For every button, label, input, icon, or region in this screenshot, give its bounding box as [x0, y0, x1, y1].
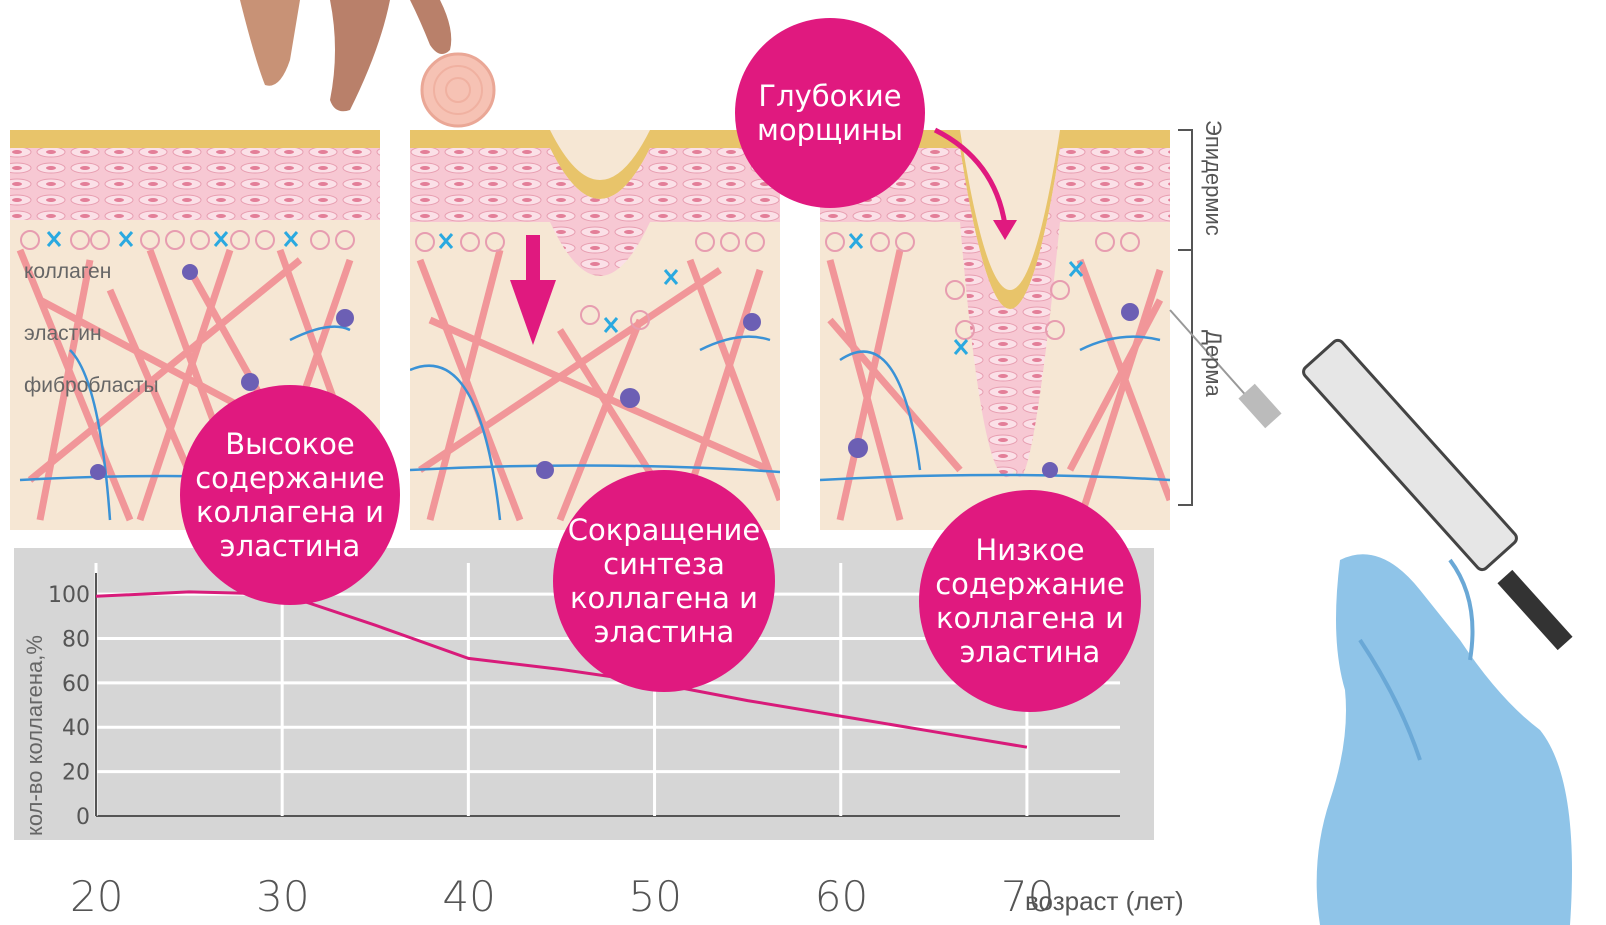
label-epidermis: Эпидермис	[1201, 120, 1226, 236]
skin-panel-middle	[410, 130, 780, 530]
y-tick-label: 100	[48, 583, 90, 608]
label-dermis: Дерма	[1201, 330, 1226, 397]
bubble-low-collagen: Низкое содержание коллагена и эластина	[919, 490, 1141, 712]
decline-arrow-icon	[510, 235, 556, 345]
x-tick-label: 70	[1000, 872, 1055, 921]
x-tick-label: 40	[442, 872, 496, 921]
label-collagen: коллаген	[24, 260, 112, 283]
x-tick-label: 60	[814, 872, 869, 921]
syringe-image	[1169, 309, 1573, 651]
y-tick-label: 20	[62, 761, 90, 786]
y-tick-label: 60	[62, 672, 90, 697]
wrinkle-arrow-icon	[933, 127, 1008, 226]
label-fibroblasts: фибробласты	[24, 374, 159, 397]
bubble-high-collagen: Высокое содержание коллагена и эластина	[180, 385, 400, 605]
y-tick-label: 0	[76, 805, 90, 830]
layer-bracket	[1178, 129, 1193, 506]
x-tick-label: 20	[70, 872, 124, 921]
label-elastin: эластин	[24, 322, 102, 345]
chart-x-axis-label: возраст (лет)	[1025, 886, 1184, 916]
gloved-hand-image	[1316, 554, 1572, 925]
hand-finger-image	[240, 0, 452, 112]
x-tick-label: 30	[256, 872, 310, 921]
y-tick-label: 80	[62, 627, 90, 652]
bubble-reduced-synthesis: Сокращение синтеза коллагена и эластина	[553, 470, 775, 692]
y-tick-label: 40	[62, 716, 90, 741]
x-tick-label: 50	[628, 872, 682, 921]
cream-pad-image	[420, 52, 496, 128]
chart-y-axis-label: кол-во коллагена,%	[22, 635, 47, 836]
bubble-deep-wrinkles: Глубокие морщины	[735, 18, 925, 208]
